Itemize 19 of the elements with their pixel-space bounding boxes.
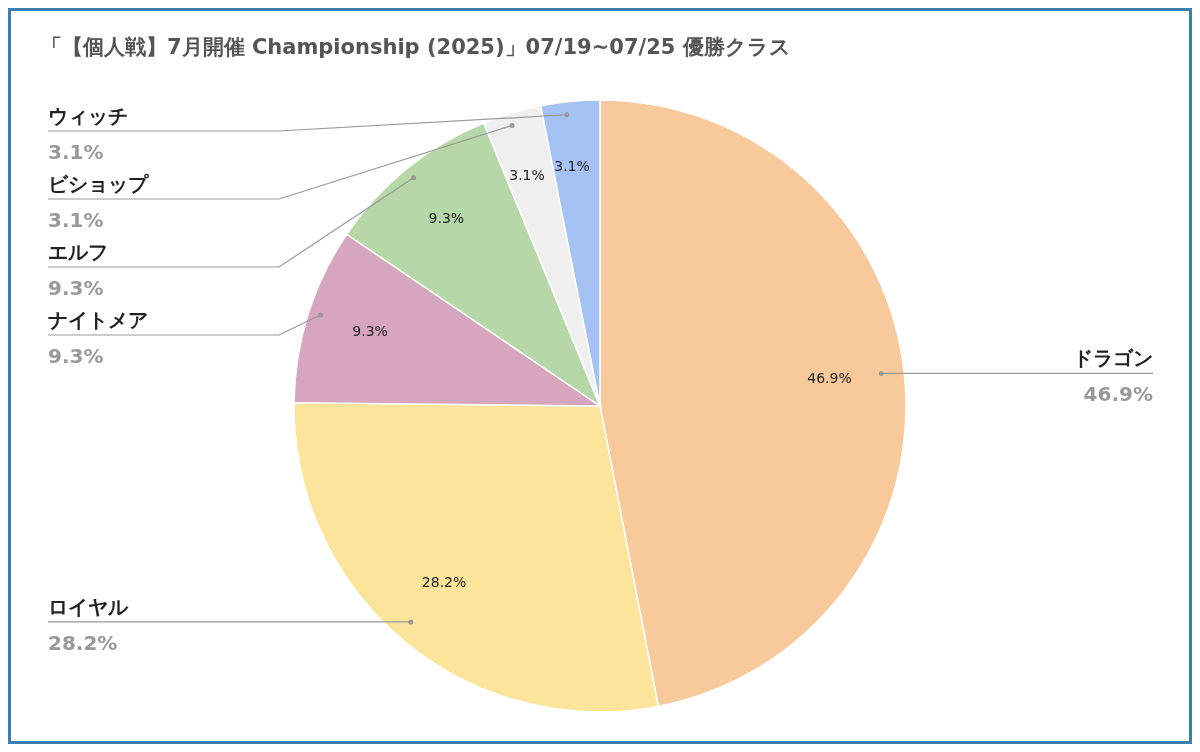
data-label: 46.9%	[1083, 382, 1153, 407]
slice-label: エルフ	[48, 240, 108, 264]
slice-label: ウィッチ	[48, 104, 128, 128]
slice-label: ナイトメア	[48, 308, 148, 332]
data-label: 9.3%	[48, 276, 104, 300]
slice-label: ドラゴン	[1073, 346, 1153, 371]
slice-label: ビショップ	[48, 172, 149, 196]
data-label: 28.2%	[48, 630, 118, 655]
text: 3.1%	[509, 167, 545, 184]
slice-label: ロイヤル	[48, 594, 129, 619]
text: 46.9%	[807, 370, 852, 387]
data-label: 3.1%	[48, 140, 104, 164]
text: 28.2%	[421, 573, 467, 590]
text: 3.1%	[554, 158, 590, 175]
data-label: 3.1%	[48, 208, 104, 232]
text: 9.3%	[428, 210, 465, 227]
text: 9.3%	[352, 322, 388, 339]
chart-title: 「【個人戦】7月開催 Championship (2025)」07/19~07/25 優勝クラス	[41, 34, 791, 61]
data-label: 9.3%	[48, 344, 104, 368]
